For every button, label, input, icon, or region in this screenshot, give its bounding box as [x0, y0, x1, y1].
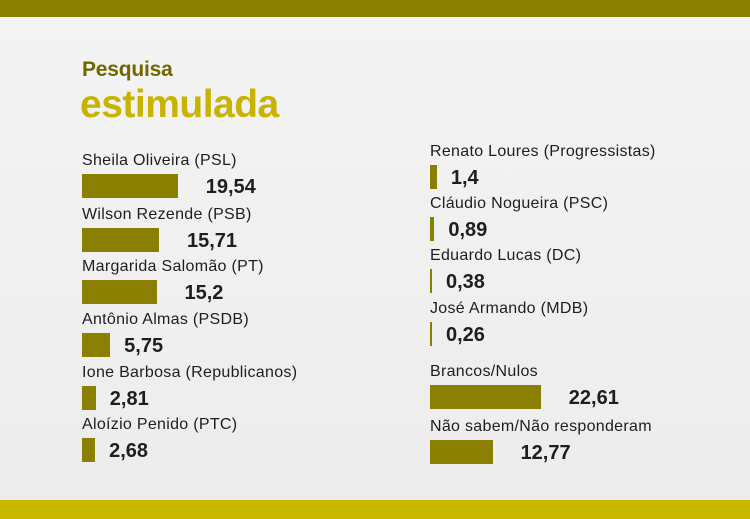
category-label: Sheila Oliveira (PSL)	[82, 152, 237, 169]
bar	[82, 438, 96, 462]
data-label: 15,2	[184, 282, 224, 304]
data-label: 12,77	[520, 442, 571, 464]
category-label: Antônio Almas (PSDB)	[82, 311, 249, 328]
bar	[430, 269, 432, 293]
category-label: Wilson Rezende (PSB)	[82, 206, 252, 223]
bar	[430, 440, 493, 464]
category-label: Brancos/Nulos	[430, 363, 538, 380]
category-label: Margarida Salomão (PT)	[82, 258, 264, 275]
category-label: José Armando (MDB)	[430, 300, 589, 317]
category-label: Renato Loures (Progressistas)	[430, 143, 656, 160]
data-label: 0,26	[446, 324, 485, 346]
data-label: 2,81	[109, 388, 149, 410]
data-label: 0,89	[448, 219, 488, 241]
category-label: Não sabem/Não responderam	[430, 418, 652, 435]
bar	[82, 333, 111, 357]
bar	[430, 217, 435, 241]
data-label: 2,68	[109, 440, 149, 462]
data-label: 19,54	[205, 176, 256, 198]
data-label: 0,38	[446, 271, 485, 293]
category-label: Eduardo Lucas (DC)	[430, 247, 582, 264]
category-label: Ione Barbosa (Republicanos)	[82, 364, 298, 381]
chart-kicker: Pesquisa	[82, 58, 173, 81]
bar	[82, 280, 157, 304]
chart-headline: estimulada	[80, 83, 279, 126]
bar	[82, 228, 159, 252]
data-label: 22,61	[568, 387, 619, 409]
category-label: Cláudio Nogueira (PSC)	[430, 195, 609, 212]
data-label: 1,4	[450, 167, 479, 189]
category-label: Aloízio Penido (PTC)	[82, 416, 238, 433]
bar	[430, 322, 432, 346]
data-label: 5,75	[124, 335, 164, 357]
data-label: 15,71	[186, 230, 238, 252]
bar	[430, 165, 437, 189]
bar	[430, 385, 541, 409]
bar	[82, 386, 96, 410]
bar	[82, 174, 178, 198]
top-band	[0, 0, 750, 17]
bottom-band	[0, 500, 750, 519]
